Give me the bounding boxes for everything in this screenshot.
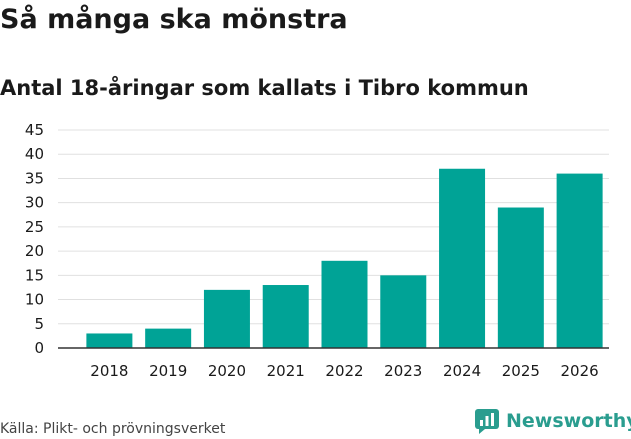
x-tick-label-2022: 2022: [325, 362, 363, 380]
bar-2019: [145, 328, 192, 348]
bar-2022: [321, 260, 368, 348]
newsworthy-logo-text: Newsworthy: [506, 410, 631, 432]
y-tick-label: 0: [34, 339, 44, 357]
x-axis-ticks: 2018 2019 2020 2021 2022 2023 2024 2025 2026: [90, 362, 598, 380]
chart-title: Så många ska mönstra: [0, 4, 348, 35]
x-tick-label-2023: 2023: [384, 362, 422, 380]
y-tick-label: 30: [25, 194, 44, 212]
x-tick-label-2026: 2026: [561, 362, 599, 380]
bar-2023: [380, 275, 427, 348]
bars: [86, 168, 603, 348]
newsworthy-logo-icon: [475, 409, 499, 434]
y-tick-label: 15: [25, 266, 44, 284]
y-tick-label: 40: [25, 145, 44, 163]
y-tick-label: 5: [34, 315, 44, 333]
x-tick-label-2019: 2019: [149, 362, 187, 380]
x-tick-label-2020: 2020: [208, 362, 246, 380]
y-tick-label: 20: [25, 242, 44, 260]
newsworthy-logo: Newsworthy: [474, 408, 631, 434]
bar-2018: [86, 333, 133, 348]
source-note: Källa: Plikt- och prövningsverket: [0, 421, 226, 437]
x-tick-label-2024: 2024: [443, 362, 481, 380]
bar-2024: [439, 168, 486, 348]
bar-2026: [556, 173, 603, 348]
bar-2020: [203, 289, 250, 348]
y-tick-label: 35: [25, 169, 44, 187]
x-tick-label-2018: 2018: [90, 362, 128, 380]
y-tick-label: 10: [25, 291, 44, 309]
chart-subtitle: Antal 18-åringar som kallats i Tibro kom…: [0, 76, 529, 100]
bar-2021: [262, 285, 309, 348]
y-axis-ticks: 0 5 10 15 20 25 30 35 40 45: [25, 121, 44, 357]
y-tick-label: 45: [25, 121, 44, 139]
x-tick-label-2021: 2021: [267, 362, 305, 380]
bar-2025: [497, 207, 544, 348]
y-tick-label: 25: [25, 218, 44, 236]
x-tick-label-2025: 2025: [502, 362, 540, 380]
